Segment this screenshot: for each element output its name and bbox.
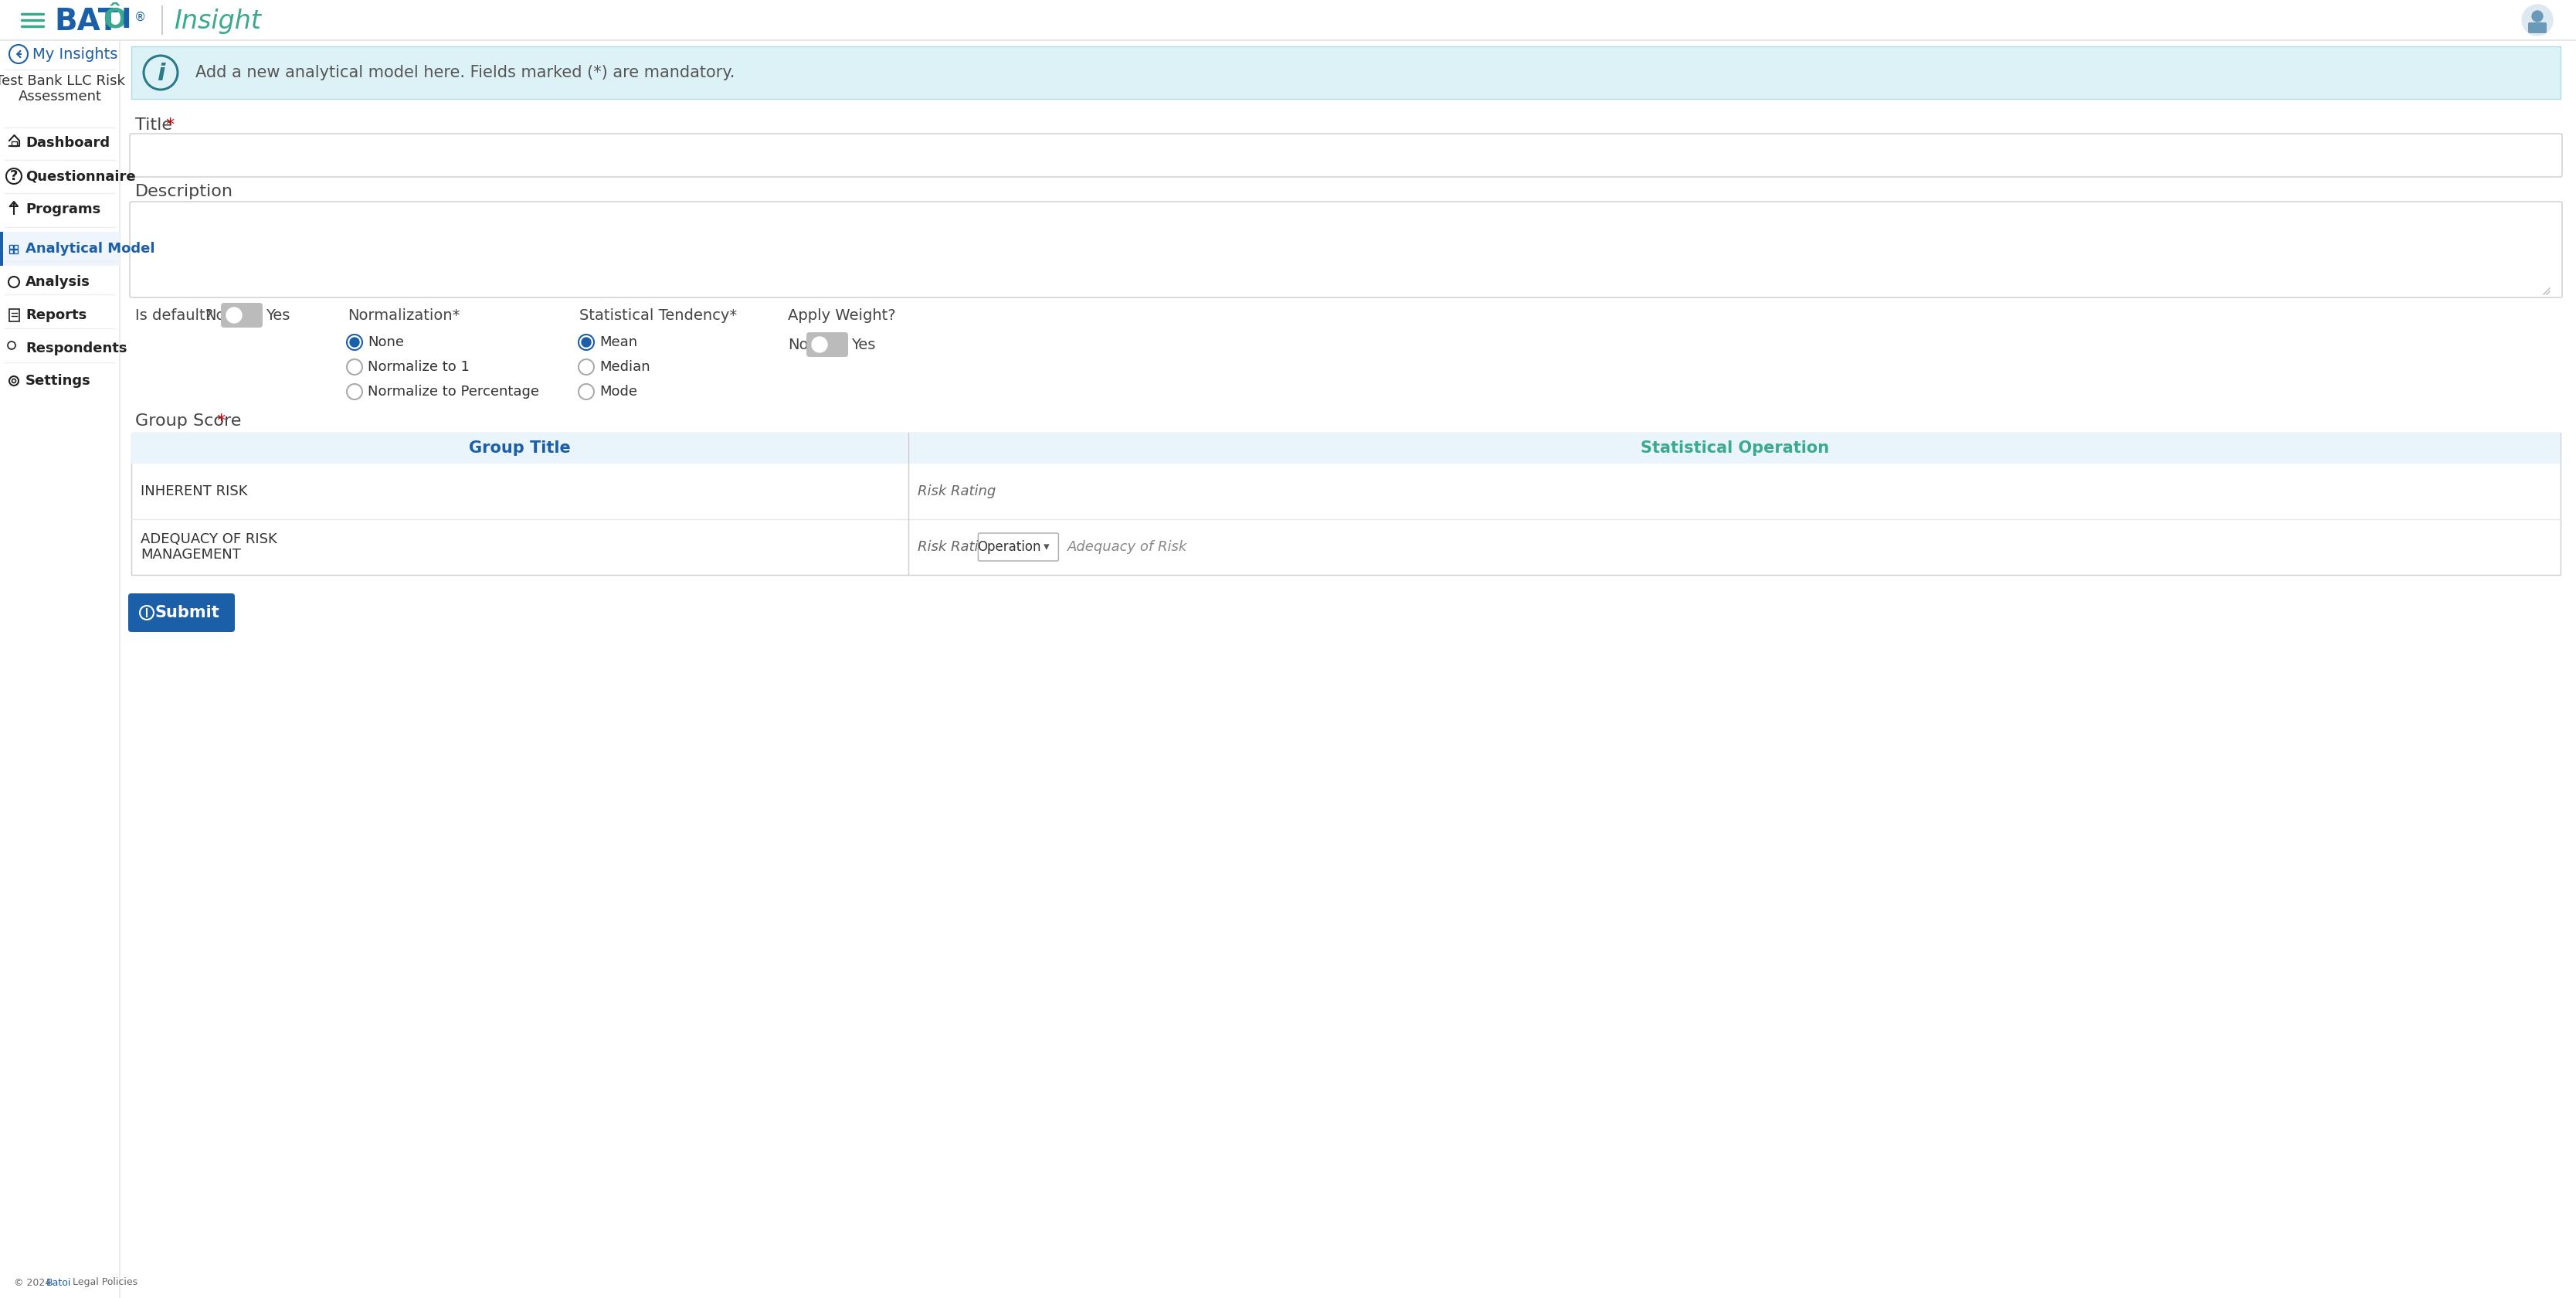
Text: Mean: Mean <box>600 335 636 349</box>
Text: None: None <box>368 335 404 349</box>
Text: Group Score: Group Score <box>134 413 242 428</box>
Text: BAT: BAT <box>54 6 118 36</box>
Text: Dashboard: Dashboard <box>26 136 111 149</box>
Text: Legal Policies: Legal Policies <box>70 1277 137 1288</box>
Text: ®: ® <box>134 12 147 23</box>
Text: Is default?: Is default? <box>134 308 214 323</box>
FancyBboxPatch shape <box>0 232 118 266</box>
FancyBboxPatch shape <box>0 0 2576 40</box>
Text: ?: ? <box>10 169 18 183</box>
FancyBboxPatch shape <box>129 201 2563 297</box>
FancyBboxPatch shape <box>979 533 1059 561</box>
Text: ▾: ▾ <box>1043 541 1048 553</box>
FancyBboxPatch shape <box>222 302 263 327</box>
Text: Ô: Ô <box>103 6 126 34</box>
Text: Statistical Tendency*: Statistical Tendency* <box>580 308 737 323</box>
Text: No: No <box>788 337 809 352</box>
Text: Group Title: Group Title <box>469 440 572 456</box>
Text: Apply Weight?: Apply Weight? <box>788 308 896 323</box>
Text: Analysis: Analysis <box>26 275 90 289</box>
Text: Programs: Programs <box>26 202 100 217</box>
FancyBboxPatch shape <box>131 432 2561 575</box>
Text: Batoi: Batoi <box>46 1277 72 1288</box>
Circle shape <box>811 337 827 352</box>
Text: Operation: Operation <box>976 540 1041 554</box>
Text: Statistical Operation: Statistical Operation <box>1641 440 1829 456</box>
Text: Mode: Mode <box>600 384 636 398</box>
Circle shape <box>2522 5 2553 35</box>
FancyBboxPatch shape <box>806 332 848 357</box>
Text: *: * <box>165 117 175 132</box>
Text: Insight: Insight <box>173 8 260 34</box>
FancyBboxPatch shape <box>129 134 2563 177</box>
Text: Questionnaire: Questionnaire <box>26 169 137 183</box>
Text: ADEQUACY OF RISK
MANAGEMENT: ADEQUACY OF RISK MANAGEMENT <box>142 532 278 562</box>
Text: Yes: Yes <box>850 337 876 352</box>
Circle shape <box>582 337 590 347</box>
Circle shape <box>350 337 358 347</box>
Text: Normalization*: Normalization* <box>348 308 461 323</box>
Text: Test Bank LLC Risk: Test Bank LLC Risk <box>0 74 126 88</box>
FancyBboxPatch shape <box>129 593 234 632</box>
Text: Submit: Submit <box>155 605 219 620</box>
Text: Add a new analytical model here. Fields marked (*) are mandatory.: Add a new analytical model here. Fields … <box>196 65 734 80</box>
Text: Yes: Yes <box>265 308 291 323</box>
Text: Respondents: Respondents <box>26 341 126 356</box>
Text: I: I <box>121 6 131 34</box>
FancyBboxPatch shape <box>131 432 2561 463</box>
Text: Adequacy of Risk: Adequacy of Risk <box>1069 540 1188 554</box>
Text: © 2024: © 2024 <box>13 1277 54 1288</box>
FancyBboxPatch shape <box>0 232 3 266</box>
Text: Normalize to 1: Normalize to 1 <box>368 360 469 374</box>
Text: Risk Rating: Risk Rating <box>917 484 997 498</box>
Text: INHERENT RISK: INHERENT RISK <box>142 484 247 498</box>
Text: Description: Description <box>134 184 234 200</box>
Text: Median: Median <box>600 360 649 374</box>
Text: Reports: Reports <box>26 308 88 322</box>
Text: Title: Title <box>134 117 173 132</box>
Text: No: No <box>204 308 224 323</box>
FancyBboxPatch shape <box>2527 22 2548 34</box>
FancyBboxPatch shape <box>131 47 2561 99</box>
Text: Risk Rating: Risk Rating <box>917 540 997 554</box>
FancyBboxPatch shape <box>0 40 118 1298</box>
Text: Normalize to Percentage: Normalize to Percentage <box>368 384 538 398</box>
Circle shape <box>2532 10 2543 22</box>
Text: Settings: Settings <box>26 374 90 388</box>
Text: Assessment: Assessment <box>18 90 103 104</box>
Circle shape <box>227 308 242 323</box>
Text: Analytical Model: Analytical Model <box>26 241 155 256</box>
Text: My Insights: My Insights <box>33 47 118 61</box>
Text: *: * <box>216 413 224 428</box>
Text: i: i <box>157 64 165 86</box>
